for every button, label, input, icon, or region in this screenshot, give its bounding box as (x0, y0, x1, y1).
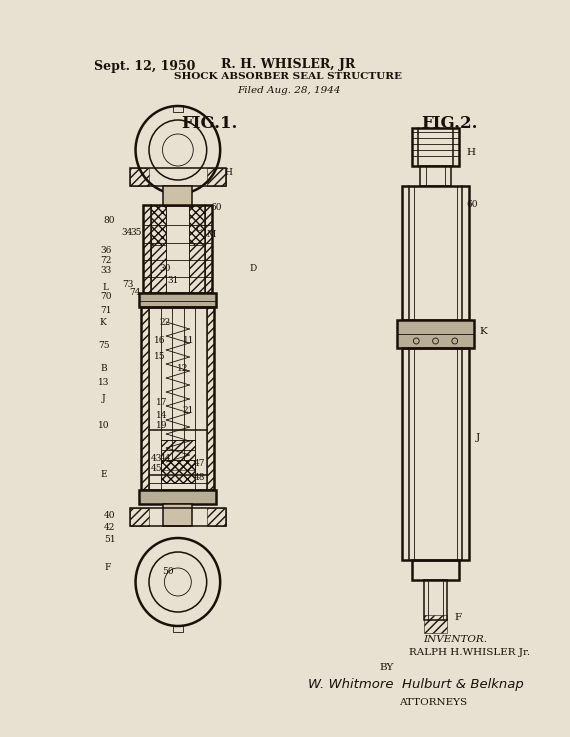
Bar (207, 168, 226, 186)
Text: 22: 22 (160, 318, 171, 326)
Text: 60: 60 (210, 203, 222, 212)
Text: 80: 80 (103, 215, 115, 225)
Bar (140, 293, 217, 307)
Text: ATTORNEYS: ATTORNEYS (399, 698, 467, 707)
Bar (141, 307, 214, 490)
Bar (161, 460, 195, 483)
Text: K: K (480, 327, 487, 336)
Bar (161, 440, 195, 470)
Bar (424, 580, 447, 620)
Text: 40: 40 (104, 511, 115, 520)
Bar (140, 490, 217, 504)
Text: M: M (207, 229, 216, 239)
Text: FIG.1.: FIG.1. (181, 115, 238, 132)
Text: E: E (100, 469, 107, 478)
Text: J: J (102, 394, 105, 402)
Text: 10: 10 (98, 421, 109, 430)
Text: 12: 12 (177, 363, 188, 372)
Bar (130, 168, 149, 186)
Text: 17: 17 (156, 397, 167, 407)
Text: J: J (476, 433, 480, 442)
Bar (143, 205, 213, 293)
Text: C: C (196, 223, 202, 232)
Text: 14: 14 (156, 411, 167, 419)
Text: 74: 74 (129, 287, 140, 296)
Text: 71: 71 (100, 306, 112, 315)
Bar (164, 504, 192, 526)
Bar (151, 245, 166, 293)
Text: 15: 15 (154, 352, 165, 360)
Bar (205, 205, 213, 293)
Text: 44: 44 (160, 453, 171, 463)
Text: 19: 19 (156, 421, 167, 430)
Text: 45: 45 (151, 464, 162, 472)
Bar (143, 205, 151, 293)
Text: 70: 70 (100, 292, 112, 301)
Text: RALPH H.WHISLER Jr.: RALPH H.WHISLER Jr. (409, 648, 530, 657)
Text: 42: 42 (104, 523, 115, 533)
Text: H: H (225, 167, 233, 176)
Text: SHOCK ABSORBER SEAL STRUCTURE: SHOCK ABSORBER SEAL STRUCTURE (174, 72, 402, 81)
Text: B: B (100, 363, 107, 372)
Text: 75: 75 (98, 340, 109, 349)
Bar (207, 508, 226, 526)
Text: F: F (104, 564, 111, 573)
Bar (130, 168, 226, 186)
Text: 72: 72 (100, 256, 112, 265)
Text: L: L (103, 282, 109, 292)
Bar (151, 205, 166, 245)
Text: 36: 36 (100, 245, 112, 254)
Text: INVENTOR.: INVENTOR. (423, 635, 487, 644)
Bar (173, 105, 182, 112)
Bar (413, 128, 459, 166)
Bar (189, 245, 205, 293)
Text: 11: 11 (183, 335, 194, 344)
Text: 13: 13 (98, 377, 109, 386)
Text: Sept. 12, 1950: Sept. 12, 1950 (94, 60, 196, 73)
Text: 60: 60 (466, 200, 478, 209)
Bar (413, 560, 459, 580)
Bar (420, 166, 451, 186)
Text: 16: 16 (154, 335, 165, 344)
Text: 51: 51 (104, 536, 115, 545)
Bar (189, 205, 205, 245)
Text: 21: 21 (183, 405, 194, 414)
Bar (164, 186, 192, 206)
Text: 34: 34 (121, 228, 133, 237)
Text: FIG.2.: FIG.2. (422, 115, 478, 132)
Text: F: F (455, 613, 462, 622)
Bar (141, 307, 149, 490)
Text: 73: 73 (122, 279, 133, 288)
Text: 30: 30 (160, 264, 171, 273)
Bar (207, 307, 214, 490)
Text: 48: 48 (194, 472, 206, 481)
Text: 33: 33 (100, 265, 111, 274)
Text: K: K (99, 318, 107, 326)
Text: W. Whitmore  Hulburt & Belknap: W. Whitmore Hulburt & Belknap (308, 678, 523, 691)
Text: R. H. WHISLER, JR: R. H. WHISLER, JR (221, 58, 356, 71)
Text: Filed Aug. 28, 1944: Filed Aug. 28, 1944 (237, 86, 340, 95)
Bar (402, 186, 469, 320)
Bar (130, 508, 149, 526)
Text: H: H (466, 148, 475, 157)
Bar (424, 615, 447, 633)
Text: D: D (249, 264, 256, 273)
Text: 31: 31 (168, 276, 179, 284)
Bar (130, 508, 226, 526)
Text: 43: 43 (151, 453, 162, 463)
Text: 47: 47 (194, 458, 206, 467)
Bar (402, 348, 469, 560)
Text: 35: 35 (131, 228, 142, 237)
Text: BY: BY (380, 663, 394, 672)
Bar (173, 625, 182, 632)
Bar (397, 320, 474, 348)
Text: 50: 50 (162, 567, 174, 576)
